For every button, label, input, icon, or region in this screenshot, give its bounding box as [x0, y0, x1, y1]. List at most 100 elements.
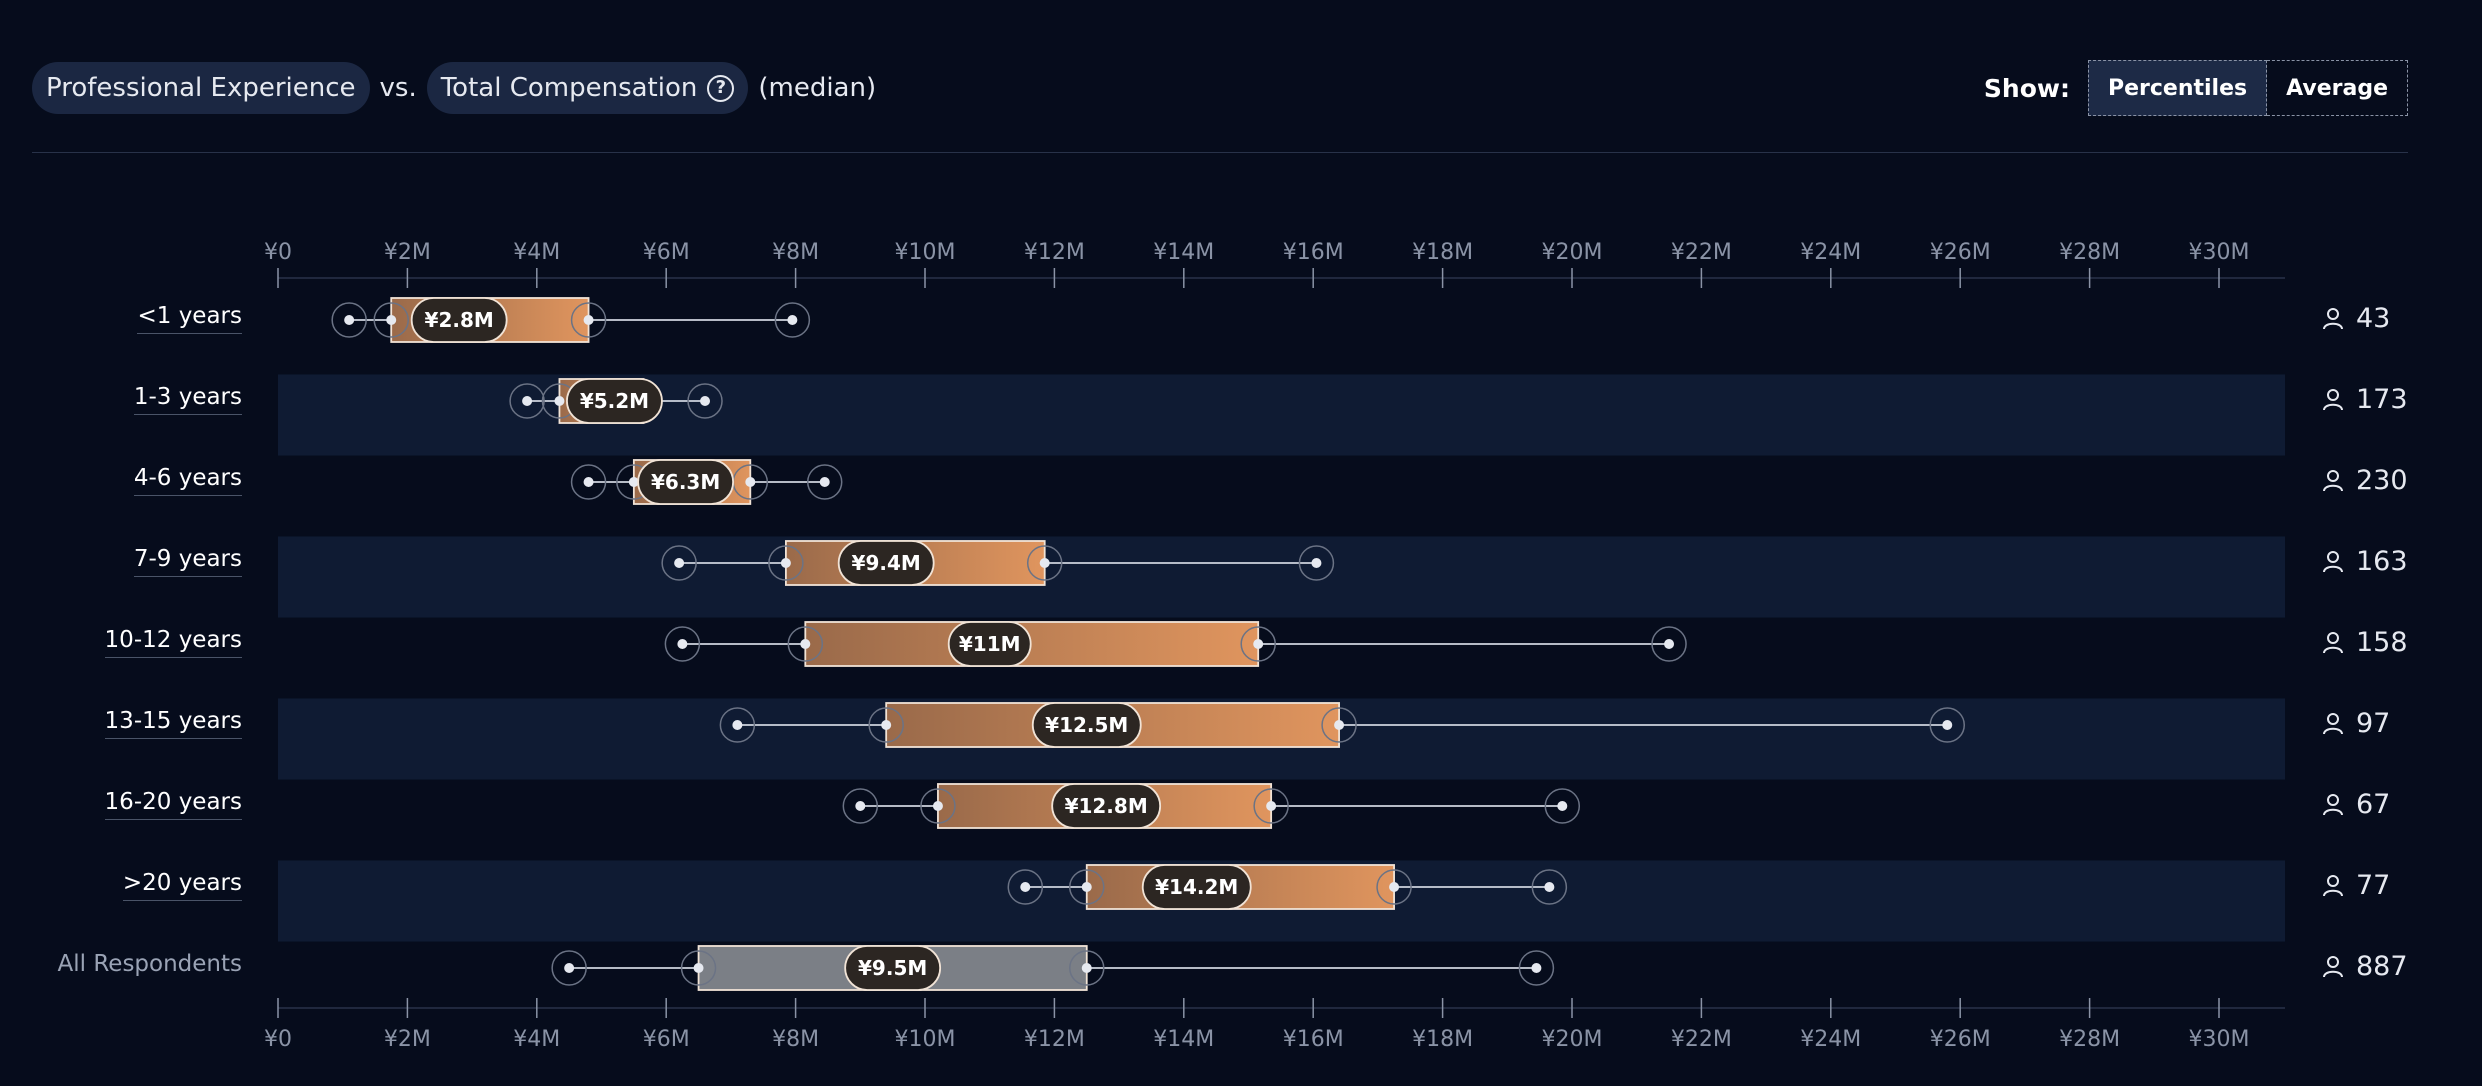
p10-point[interactable] — [1020, 882, 1031, 892]
view-toggle: Percentiles Average — [2087, 60, 2408, 116]
x-tick-label-bottom: ¥24M — [1800, 1027, 1861, 1052]
p75-point[interactable] — [1039, 558, 1050, 568]
metric-label: Total Compensation — [440, 73, 698, 103]
p75-point[interactable] — [1389, 882, 1400, 892]
p10-ring — [661, 545, 697, 581]
p90-point[interactable] — [787, 315, 798, 325]
p10-point[interactable] — [344, 315, 355, 325]
median-pill — [566, 378, 663, 424]
p10-point[interactable] — [522, 396, 533, 406]
p90-ring — [1651, 626, 1687, 662]
boxplot-row[interactable]: ¥6.3M — [570, 459, 843, 505]
boxplot-row[interactable]: ¥11M — [664, 621, 1687, 667]
p75-point[interactable] — [1266, 801, 1277, 811]
p10-ring — [664, 626, 701, 662]
p90-point[interactable] — [1311, 558, 1322, 568]
p25-ring — [1069, 869, 1105, 905]
p75-ring — [570, 302, 607, 338]
median-pill — [1051, 783, 1162, 829]
median-label: ¥9.4M — [852, 551, 921, 575]
median-label: ¥6.3M — [651, 470, 720, 494]
boxplot-row[interactable]: ¥9.4M — [661, 540, 1335, 586]
boxplot-row[interactable]: ¥5.2M — [509, 378, 723, 424]
boxplot-row[interactable]: ¥9.5M — [551, 945, 1555, 991]
median-pill — [837, 540, 935, 586]
p25-point[interactable] — [881, 720, 892, 730]
p90-point[interactable] — [1557, 801, 1568, 811]
p90-point[interactable] — [1531, 963, 1542, 973]
p10-point[interactable] — [677, 639, 688, 649]
p10-point[interactable] — [564, 963, 575, 973]
p90-point[interactable] — [1942, 720, 1953, 730]
x-tick-label-top: ¥28M — [2059, 240, 2120, 265]
help-icon[interactable]: ? — [707, 74, 735, 102]
p75-point[interactable] — [583, 315, 594, 325]
count-value: 43 — [2356, 303, 2391, 334]
median-pill — [1031, 702, 1142, 748]
p75-ring — [1253, 788, 1289, 824]
p90-point[interactable] — [700, 396, 711, 406]
p10-point[interactable] — [583, 477, 594, 487]
x-tick-label-top: ¥30M — [2189, 240, 2250, 265]
boxplot-row[interactable]: ¥12.5M — [719, 702, 1966, 748]
p25-point[interactable] — [1081, 882, 1092, 892]
percentiles-button[interactable]: Percentiles — [2087, 60, 2268, 116]
x-tick-label-bottom: ¥22M — [1671, 1027, 1732, 1052]
header-divider — [32, 152, 2408, 153]
p25-point[interactable] — [693, 963, 704, 973]
p10-ring — [842, 788, 879, 824]
median-label: ¥2.8M — [425, 308, 494, 332]
p90-ring — [1298, 545, 1335, 581]
x-tick-label-top: ¥12M — [1024, 240, 1085, 265]
p75-point[interactable] — [745, 477, 756, 487]
dimension-selector[interactable]: Professional Experience — [32, 62, 370, 114]
p25-ring — [680, 950, 717, 986]
iqr-box[interactable] — [804, 621, 1260, 667]
p10-ring — [719, 707, 756, 743]
p75-point[interactable] — [1081, 963, 1092, 973]
person-icon — [2323, 550, 2343, 572]
x-tick-label-bottom: ¥10M — [895, 1027, 956, 1052]
p25-point[interactable] — [628, 477, 639, 487]
p75-point[interactable] — [1334, 720, 1345, 730]
p25-point[interactable] — [554, 396, 565, 406]
count-value: 77 — [2356, 870, 2391, 901]
row-label: 10-12 years — [104, 627, 242, 658]
average-button[interactable]: Average — [2267, 60, 2408, 116]
metric-selector[interactable]: Total Compensation ? — [426, 62, 749, 114]
boxplot-row[interactable]: ¥12.8M — [842, 783, 1581, 829]
x-tick-label-top: ¥22M — [1671, 240, 1732, 265]
p25-point[interactable] — [386, 315, 397, 325]
x-tick-label-top: ¥4M — [513, 240, 560, 265]
row-label: 13-15 years — [104, 708, 242, 739]
count-value: 230 — [2356, 465, 2408, 496]
p25-point[interactable] — [800, 639, 811, 649]
count-value: 163 — [2356, 546, 2408, 577]
p90-point[interactable] — [1664, 639, 1675, 649]
p75-ring — [1240, 626, 1276, 662]
count-value: 97 — [2356, 708, 2391, 739]
x-tick-label-top: ¥16M — [1283, 240, 1344, 265]
p90-point[interactable] — [819, 477, 830, 487]
x-tick-label-bottom: ¥8M — [772, 1027, 819, 1052]
x-tick-label-bottom: ¥30M — [2189, 1027, 2250, 1052]
p90-ring — [774, 302, 811, 338]
boxplot-row[interactable]: ¥2.8M — [331, 297, 811, 343]
p10-ring — [551, 950, 587, 986]
p10-point[interactable] — [732, 720, 743, 730]
p90-ring — [1531, 869, 1568, 905]
p75-ring — [1376, 869, 1412, 905]
median-label: ¥12.8M — [1065, 794, 1148, 818]
p25-ring — [373, 302, 409, 338]
p25-point[interactable] — [932, 801, 943, 811]
p10-point[interactable] — [674, 558, 685, 568]
p25-point[interactable] — [780, 558, 791, 568]
boxplot-row[interactable]: ¥14.2M — [1007, 864, 1568, 910]
p90-point[interactable] — [1544, 882, 1555, 892]
x-tick-label-top: ¥14M — [1153, 240, 1214, 265]
row-label: 7-9 years — [133, 546, 242, 577]
p10-point[interactable] — [855, 801, 866, 811]
median-pill — [637, 459, 735, 505]
x-tick-label-bottom: ¥14M — [1153, 1027, 1214, 1052]
p75-point[interactable] — [1253, 639, 1264, 649]
